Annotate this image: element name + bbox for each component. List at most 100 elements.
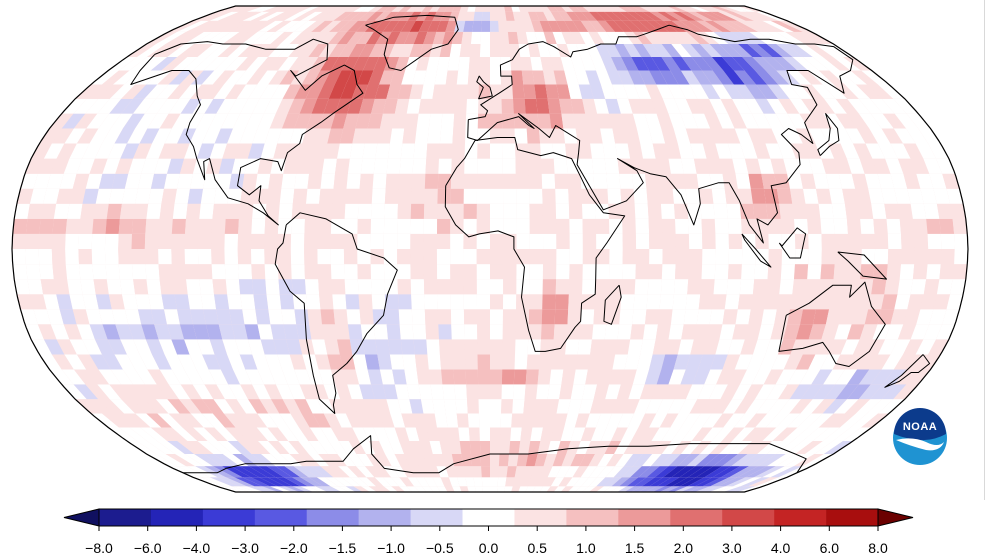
anomaly-cell [111, 309, 129, 325]
anomaly-cell [903, 143, 924, 159]
anomaly-cell [386, 158, 401, 174]
anomaly-cell [450, 188, 464, 204]
anomaly-cell [901, 233, 915, 249]
anomaly-cell [118, 233, 132, 249]
anomaly-cell [308, 11, 331, 21]
anomaly-cell [374, 84, 391, 99]
anomaly-cell [299, 427, 319, 441]
anomaly-cell [716, 486, 741, 492]
anomaly-cell [785, 31, 815, 44]
anomaly-cell [808, 354, 828, 370]
anomaly-cell [822, 84, 848, 99]
anomaly-cell [649, 128, 666, 144]
anomaly-cell [177, 20, 210, 32]
anomaly-cell [52, 264, 68, 280]
anomaly-cell [367, 369, 383, 385]
anomaly-cell [37, 158, 57, 174]
anomaly-cell [617, 486, 635, 492]
anomaly-cell [665, 339, 682, 355]
anomaly-cell [470, 31, 482, 44]
anomaly-cell [725, 11, 754, 21]
anomaly-cell [284, 6, 307, 12]
anomaly-cell [704, 20, 732, 32]
anomaly-cell [597, 20, 616, 32]
anomaly-cell [694, 486, 718, 492]
anomaly-cell [164, 309, 180, 325]
anomaly-cell [771, 354, 791, 370]
anomaly-cell [882, 369, 907, 385]
anomaly-cell [479, 44, 490, 57]
anomaly-cell [910, 279, 927, 295]
anomaly-cell [685, 294, 701, 310]
anomaly-cell [610, 486, 627, 492]
anomaly-cell [437, 218, 451, 234]
anomaly-cell [441, 369, 455, 385]
anomaly-cell [147, 113, 169, 129]
anomaly-cell [437, 57, 450, 71]
anomaly-cell [631, 6, 650, 12]
anomaly-cell [847, 98, 871, 114]
anomaly-cell [733, 399, 755, 414]
anomaly-cell [65, 233, 79, 249]
anomaly-cell [246, 57, 269, 71]
anomaly-cell [464, 339, 478, 355]
anomaly-cell [311, 384, 329, 400]
anomaly-cell [468, 57, 480, 71]
anomaly-cell [89, 324, 108, 340]
anomaly-cell [497, 11, 507, 21]
anomaly-cell [246, 70, 268, 85]
anomaly-cell [542, 218, 557, 234]
anomaly-cell [330, 113, 348, 129]
anomaly-cell [427, 466, 441, 478]
anomaly-cell [373, 158, 388, 174]
anomaly-cell [338, 486, 356, 492]
anomaly-cell [379, 113, 395, 129]
anomaly-cell [465, 113, 479, 129]
anomaly-cell [518, 44, 531, 57]
anomaly-cell [790, 188, 806, 204]
anomaly-cell [159, 113, 181, 129]
anomaly-cell [233, 369, 252, 385]
anomaly-cell [300, 486, 321, 492]
anomaly-cell [623, 44, 642, 57]
anomaly-cell [397, 399, 413, 414]
anomaly-cell [50, 324, 70, 340]
coastline-new-zealand [884, 354, 931, 388]
anomaly-cell [465, 369, 479, 385]
anomaly-cell [649, 249, 663, 265]
anomaly-cell [890, 309, 908, 325]
anomaly-cell [459, 441, 471, 454]
anomaly-cell [406, 384, 421, 400]
anomaly-cell [399, 441, 414, 454]
anomaly-cell [502, 173, 517, 189]
anomaly-cell [187, 44, 214, 57]
anomaly-cell [438, 158, 452, 174]
anomaly-cell [404, 113, 419, 129]
anomaly-cell [534, 84, 548, 99]
anomaly-cell [776, 31, 805, 44]
anomaly-cell [502, 339, 516, 355]
anomaly-cell [633, 454, 653, 467]
anomaly-cell [348, 441, 366, 454]
anomaly-cell [257, 369, 276, 385]
anomaly-cell [432, 84, 446, 99]
anomaly-cell [124, 173, 142, 189]
anomaly-cell [755, 384, 776, 400]
anomaly-cell [430, 98, 444, 114]
anomaly-cell [69, 143, 90, 159]
anomaly-cell [436, 249, 451, 265]
anomaly-cell [277, 128, 295, 144]
anomaly-cell [860, 218, 875, 234]
anomaly-cell [465, 11, 475, 21]
anomaly-cell [224, 264, 239, 280]
anomaly-cell [899, 218, 915, 234]
anomaly-cell [835, 98, 859, 114]
anomaly-cell [197, 44, 223, 57]
anomaly-cell [394, 384, 410, 400]
anomaly-cell [721, 466, 750, 478]
anomaly-cell [451, 339, 465, 355]
anomaly-cell [33, 173, 51, 189]
anomaly-cell [359, 384, 375, 400]
anomaly-cell [667, 399, 686, 414]
anomaly-cell [316, 11, 338, 21]
